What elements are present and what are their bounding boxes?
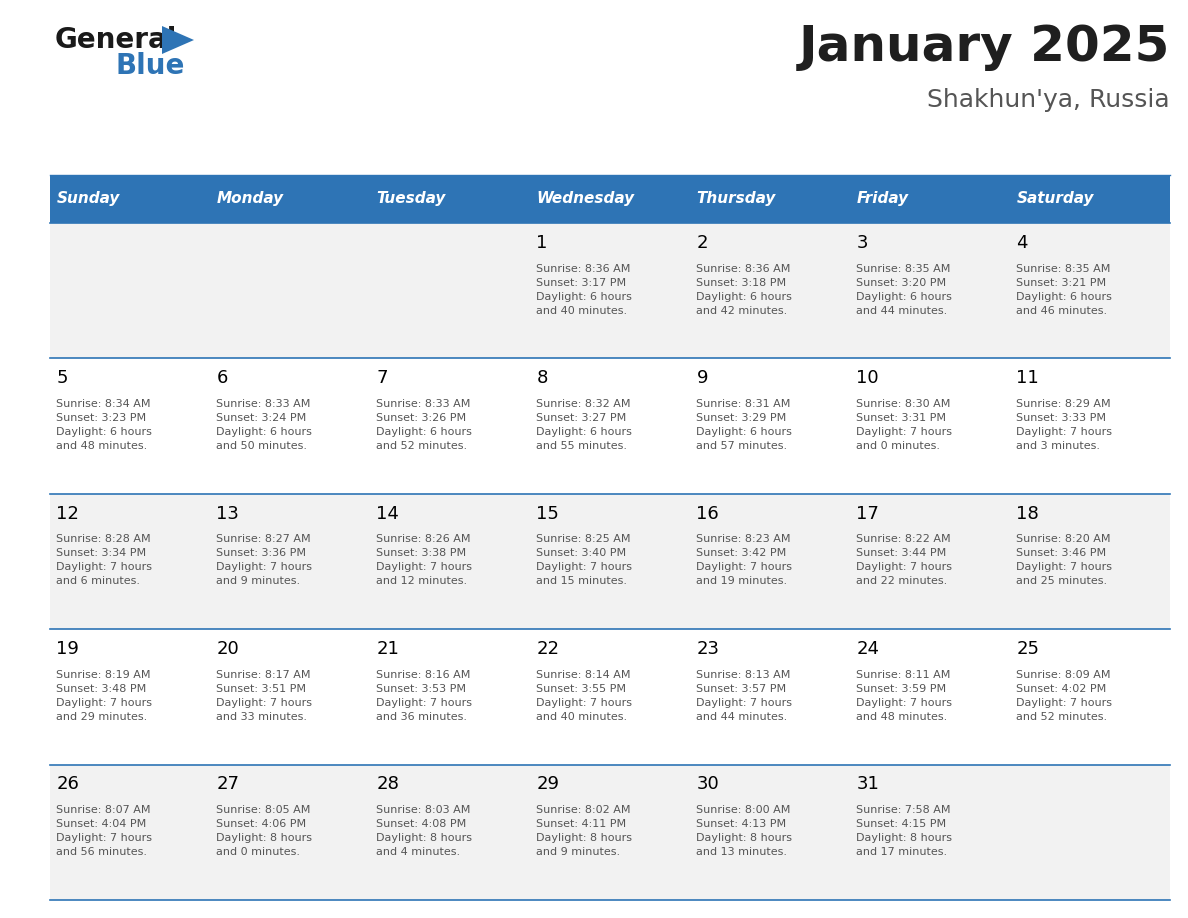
Text: 14: 14 — [377, 505, 399, 522]
Text: 16: 16 — [696, 505, 719, 522]
Text: 18: 18 — [1017, 505, 1040, 522]
Text: Friday: Friday — [857, 192, 909, 207]
Text: Sunrise: 8:00 AM
Sunset: 4:13 PM
Daylight: 8 hours
and 13 minutes.: Sunrise: 8:00 AM Sunset: 4:13 PM Dayligh… — [696, 805, 792, 857]
Text: Sunrise: 8:09 AM
Sunset: 4:02 PM
Daylight: 7 hours
and 52 minutes.: Sunrise: 8:09 AM Sunset: 4:02 PM Dayligh… — [1017, 670, 1112, 722]
Text: 4: 4 — [1017, 234, 1028, 252]
Text: Sunrise: 8:20 AM
Sunset: 3:46 PM
Daylight: 7 hours
and 25 minutes.: Sunrise: 8:20 AM Sunset: 3:46 PM Dayligh… — [1017, 534, 1112, 587]
Polygon shape — [162, 26, 194, 54]
Text: Sunrise: 8:22 AM
Sunset: 3:44 PM
Daylight: 7 hours
and 22 minutes.: Sunrise: 8:22 AM Sunset: 3:44 PM Dayligh… — [857, 534, 953, 587]
Text: 12: 12 — [56, 505, 80, 522]
Text: 23: 23 — [696, 640, 720, 658]
Text: 8: 8 — [537, 369, 548, 387]
Text: Blue: Blue — [115, 52, 184, 80]
Text: Sunrise: 7:58 AM
Sunset: 4:15 PM
Daylight: 8 hours
and 17 minutes.: Sunrise: 7:58 AM Sunset: 4:15 PM Dayligh… — [857, 805, 953, 857]
Text: Saturday: Saturday — [1017, 192, 1094, 207]
Text: 3: 3 — [857, 234, 868, 252]
Text: 31: 31 — [857, 776, 879, 793]
Text: 2: 2 — [696, 234, 708, 252]
Text: 11: 11 — [1017, 369, 1040, 387]
Text: Sunrise: 8:11 AM
Sunset: 3:59 PM
Daylight: 7 hours
and 48 minutes.: Sunrise: 8:11 AM Sunset: 3:59 PM Dayligh… — [857, 670, 953, 722]
Text: Shakhun'ya, Russia: Shakhun'ya, Russia — [928, 88, 1170, 112]
Text: 28: 28 — [377, 776, 399, 793]
Text: Sunrise: 8:35 AM
Sunset: 3:21 PM
Daylight: 6 hours
and 46 minutes.: Sunrise: 8:35 AM Sunset: 3:21 PM Dayligh… — [1017, 263, 1112, 316]
Text: January 2025: January 2025 — [798, 23, 1170, 71]
Text: 15: 15 — [537, 505, 560, 522]
Text: Thursday: Thursday — [696, 192, 776, 207]
Text: Sunrise: 8:28 AM
Sunset: 3:34 PM
Daylight: 7 hours
and 6 minutes.: Sunrise: 8:28 AM Sunset: 3:34 PM Dayligh… — [56, 534, 152, 587]
Text: Sunrise: 8:26 AM
Sunset: 3:38 PM
Daylight: 7 hours
and 12 minutes.: Sunrise: 8:26 AM Sunset: 3:38 PM Dayligh… — [377, 534, 473, 587]
Text: Monday: Monday — [216, 192, 284, 207]
Text: Sunrise: 8:31 AM
Sunset: 3:29 PM
Daylight: 6 hours
and 57 minutes.: Sunrise: 8:31 AM Sunset: 3:29 PM Dayligh… — [696, 399, 792, 451]
Text: Sunrise: 8:03 AM
Sunset: 4:08 PM
Daylight: 8 hours
and 4 minutes.: Sunrise: 8:03 AM Sunset: 4:08 PM Dayligh… — [377, 805, 473, 857]
Text: 22: 22 — [537, 640, 560, 658]
Text: 1: 1 — [537, 234, 548, 252]
Text: Wednesday: Wednesday — [537, 192, 634, 207]
Text: Sunrise: 8:34 AM
Sunset: 3:23 PM
Daylight: 6 hours
and 48 minutes.: Sunrise: 8:34 AM Sunset: 3:23 PM Dayligh… — [56, 399, 152, 451]
Text: Sunday: Sunday — [56, 192, 120, 207]
Text: 29: 29 — [537, 776, 560, 793]
Text: Sunrise: 8:23 AM
Sunset: 3:42 PM
Daylight: 7 hours
and 19 minutes.: Sunrise: 8:23 AM Sunset: 3:42 PM Dayligh… — [696, 534, 792, 587]
Text: 17: 17 — [857, 505, 879, 522]
Bar — [50, 765, 1170, 900]
Text: Sunrise: 8:02 AM
Sunset: 4:11 PM
Daylight: 8 hours
and 9 minutes.: Sunrise: 8:02 AM Sunset: 4:11 PM Dayligh… — [537, 805, 632, 857]
Text: Sunrise: 8:19 AM
Sunset: 3:48 PM
Daylight: 7 hours
and 29 minutes.: Sunrise: 8:19 AM Sunset: 3:48 PM Dayligh… — [56, 670, 152, 722]
Text: Sunrise: 8:05 AM
Sunset: 4:06 PM
Daylight: 8 hours
and 0 minutes.: Sunrise: 8:05 AM Sunset: 4:06 PM Dayligh… — [216, 805, 312, 857]
Text: 19: 19 — [56, 640, 80, 658]
Text: 24: 24 — [857, 640, 879, 658]
Text: General: General — [55, 26, 177, 54]
Text: 20: 20 — [216, 640, 239, 658]
Bar — [50, 494, 1170, 629]
Text: Sunrise: 8:33 AM
Sunset: 3:24 PM
Daylight: 6 hours
and 50 minutes.: Sunrise: 8:33 AM Sunset: 3:24 PM Dayligh… — [216, 399, 312, 451]
Text: Tuesday: Tuesday — [377, 192, 446, 207]
Text: Sunrise: 8:32 AM
Sunset: 3:27 PM
Daylight: 6 hours
and 55 minutes.: Sunrise: 8:32 AM Sunset: 3:27 PM Dayligh… — [537, 399, 632, 451]
Text: 25: 25 — [1017, 640, 1040, 658]
Bar — [50, 358, 1170, 494]
Text: Sunrise: 8:16 AM
Sunset: 3:53 PM
Daylight: 7 hours
and 36 minutes.: Sunrise: 8:16 AM Sunset: 3:53 PM Dayligh… — [377, 670, 473, 722]
Bar — [50, 629, 1170, 765]
Text: 21: 21 — [377, 640, 399, 658]
Text: Sunrise: 8:27 AM
Sunset: 3:36 PM
Daylight: 7 hours
and 9 minutes.: Sunrise: 8:27 AM Sunset: 3:36 PM Dayligh… — [216, 534, 312, 587]
Text: 9: 9 — [696, 369, 708, 387]
Text: Sunrise: 8:36 AM
Sunset: 3:18 PM
Daylight: 6 hours
and 42 minutes.: Sunrise: 8:36 AM Sunset: 3:18 PM Dayligh… — [696, 263, 792, 316]
Text: Sunrise: 8:30 AM
Sunset: 3:31 PM
Daylight: 7 hours
and 0 minutes.: Sunrise: 8:30 AM Sunset: 3:31 PM Dayligh… — [857, 399, 953, 451]
Text: 27: 27 — [216, 776, 240, 793]
Text: Sunrise: 8:17 AM
Sunset: 3:51 PM
Daylight: 7 hours
and 33 minutes.: Sunrise: 8:17 AM Sunset: 3:51 PM Dayligh… — [216, 670, 312, 722]
Text: 6: 6 — [216, 369, 228, 387]
Text: Sunrise: 8:33 AM
Sunset: 3:26 PM
Daylight: 6 hours
and 52 minutes.: Sunrise: 8:33 AM Sunset: 3:26 PM Dayligh… — [377, 399, 473, 451]
Text: 13: 13 — [216, 505, 239, 522]
Bar — [50, 223, 1170, 358]
Text: Sunrise: 8:14 AM
Sunset: 3:55 PM
Daylight: 7 hours
and 40 minutes.: Sunrise: 8:14 AM Sunset: 3:55 PM Dayligh… — [537, 670, 632, 722]
Text: Sunrise: 8:36 AM
Sunset: 3:17 PM
Daylight: 6 hours
and 40 minutes.: Sunrise: 8:36 AM Sunset: 3:17 PM Dayligh… — [537, 263, 632, 316]
Text: 10: 10 — [857, 369, 879, 387]
Text: 26: 26 — [56, 776, 80, 793]
Text: 5: 5 — [56, 369, 68, 387]
Text: 7: 7 — [377, 369, 388, 387]
Text: Sunrise: 8:25 AM
Sunset: 3:40 PM
Daylight: 7 hours
and 15 minutes.: Sunrise: 8:25 AM Sunset: 3:40 PM Dayligh… — [537, 534, 632, 587]
Bar — [50, 175, 1170, 223]
Text: Sunrise: 8:07 AM
Sunset: 4:04 PM
Daylight: 7 hours
and 56 minutes.: Sunrise: 8:07 AM Sunset: 4:04 PM Dayligh… — [56, 805, 152, 857]
Text: Sunrise: 8:13 AM
Sunset: 3:57 PM
Daylight: 7 hours
and 44 minutes.: Sunrise: 8:13 AM Sunset: 3:57 PM Dayligh… — [696, 670, 792, 722]
Text: Sunrise: 8:29 AM
Sunset: 3:33 PM
Daylight: 7 hours
and 3 minutes.: Sunrise: 8:29 AM Sunset: 3:33 PM Dayligh… — [1017, 399, 1112, 451]
Text: Sunrise: 8:35 AM
Sunset: 3:20 PM
Daylight: 6 hours
and 44 minutes.: Sunrise: 8:35 AM Sunset: 3:20 PM Dayligh… — [857, 263, 953, 316]
Text: 30: 30 — [696, 776, 719, 793]
